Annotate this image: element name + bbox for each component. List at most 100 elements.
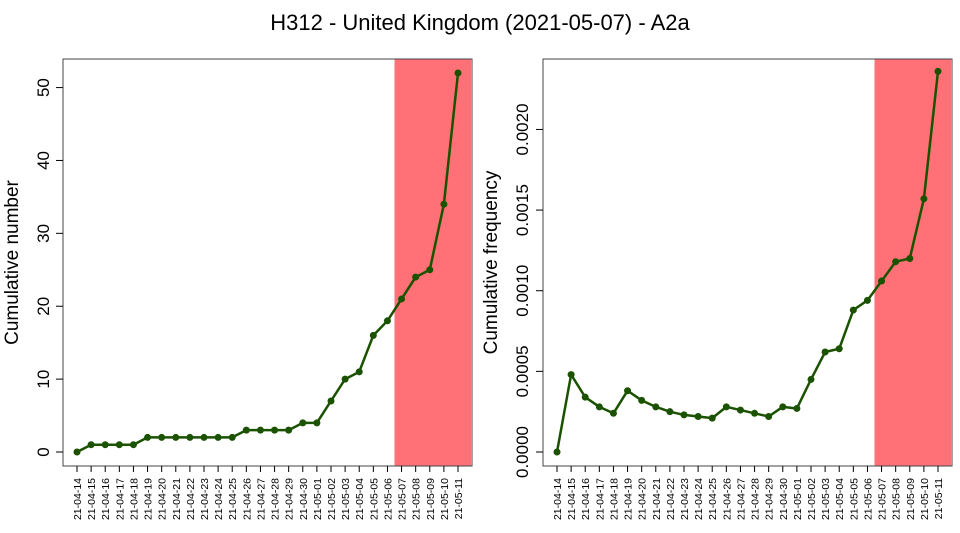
x-tick-label: 21-05-08 (411, 478, 423, 520)
x-tick-label: 21-04-26 (241, 478, 253, 520)
x-tick-label: 21-05-01 (792, 478, 804, 520)
y-axis-label: Cumulative number (2, 179, 23, 344)
data-point (553, 448, 561, 456)
data-point (666, 408, 674, 416)
data-point (807, 375, 815, 383)
x-tick-label: 21-04-30 (778, 478, 790, 520)
x-tick-label: 21-04-20 (637, 478, 649, 520)
data-point (567, 371, 575, 379)
data-point (398, 295, 406, 303)
x-tick-label: 21-05-03 (340, 478, 352, 520)
data-point (454, 69, 462, 77)
x-tick-label: 21-05-06 (382, 478, 394, 520)
y-tick-label: 0 (34, 447, 53, 456)
x-tick-label: 21-05-01 (312, 478, 324, 520)
data-point (200, 433, 208, 441)
data-point (765, 413, 773, 421)
data-point (440, 200, 448, 208)
data-point (934, 67, 942, 75)
x-tick-label: 21-05-05 (368, 478, 380, 520)
data-point (115, 441, 123, 449)
data-point (722, 403, 730, 411)
data-point (228, 433, 236, 441)
x-tick-label: 21-04-21 (171, 478, 183, 520)
x-tick-label: 21-04-18 (128, 478, 140, 520)
x-tick-label: 21-04-19 (623, 478, 635, 520)
data-point (383, 317, 391, 325)
x-tick-label: 21-04-16 (100, 478, 112, 520)
x-tick-label: 21-05-09 (905, 478, 917, 520)
data-point (624, 387, 632, 395)
x-tick-label: 21-05-09 (425, 478, 437, 520)
data-point (751, 409, 759, 417)
x-tick-label: 21-05-10 (919, 478, 931, 520)
series-line-1 (76, 72, 460, 454)
y-tick-label: 0.0020 (513, 103, 532, 155)
data-point (906, 254, 914, 262)
data-point (355, 368, 363, 376)
data-point (680, 411, 688, 419)
data-point (129, 441, 137, 449)
x-tick-label: 21-05-02 (326, 478, 338, 520)
data-point (327, 397, 335, 405)
x-tick-label: 21-04-18 (608, 478, 620, 520)
y-tick-label: 20 (34, 297, 53, 316)
data-point (313, 419, 321, 427)
x-tick-label: 21-04-17 (594, 478, 606, 520)
data-point (299, 419, 307, 427)
x-tick-label: 21-04-28 (750, 478, 762, 520)
x-tick-label: 21-04-25 (227, 478, 239, 520)
x-tick-label: 21-04-30 (298, 478, 310, 520)
x-tick-label: 21-04-16 (580, 478, 592, 520)
data-point (87, 441, 95, 449)
data-point (158, 433, 166, 441)
x-tick-label: 21-04-22 (185, 478, 197, 520)
x-tick-label: 21-04-15 (86, 478, 98, 520)
data-point (878, 277, 886, 285)
x-tick-label: 21-05-06 (862, 478, 874, 520)
data-point (863, 296, 871, 304)
data-point (412, 273, 420, 281)
x-tick-label: 21-04-21 (651, 478, 663, 520)
plot-frame-1 (62, 58, 473, 467)
x-tick-label: 21-04-26 (721, 478, 733, 520)
x-tick-label: 21-04-14 (552, 478, 564, 520)
data-point (736, 406, 744, 414)
x-tick-label: 21-04-23 (679, 478, 691, 520)
y-tick-label: 50 (34, 78, 53, 97)
data-point (779, 403, 787, 411)
y-tick-label: 40 (34, 151, 53, 170)
x-tick-label: 21-04-20 (157, 478, 169, 520)
data-point (581, 393, 589, 401)
x-tick-label: 21-04-27 (255, 478, 267, 520)
series-line-2 (555, 71, 940, 453)
x-tick-label: 21-04-23 (199, 478, 211, 520)
data-point (892, 258, 900, 266)
x-tick-label: 21-04-19 (143, 478, 155, 520)
x-tick-label: 21-04-17 (114, 478, 126, 520)
data-point (73, 448, 81, 456)
figure-title: H312 - United Kingdom (2021-05-07) - A2a (270, 10, 690, 35)
data-point (242, 426, 250, 434)
x-tick-label: 21-05-10 (439, 478, 451, 520)
y-tick-label: 0.0005 (513, 345, 532, 397)
data-point (793, 404, 801, 412)
x-tick-label: 21-04-29 (284, 478, 296, 520)
data-point (369, 331, 377, 339)
data-point (638, 396, 646, 404)
data-point (595, 403, 603, 411)
data-point (652, 403, 660, 411)
data-point (835, 345, 843, 353)
x-tick-label: 21-04-22 (665, 478, 677, 520)
x-tick-label: 21-05-04 (354, 478, 366, 520)
data-point (172, 433, 180, 441)
data-point (256, 426, 264, 434)
data-point (849, 306, 857, 314)
x-tick-label: 21-04-14 (72, 478, 84, 520)
x-tick-label: 21-05-07 (877, 478, 889, 520)
x-tick-label: 21-04-29 (764, 478, 776, 520)
x-tick-label: 21-04-24 (693, 478, 705, 520)
data-point (694, 413, 702, 421)
